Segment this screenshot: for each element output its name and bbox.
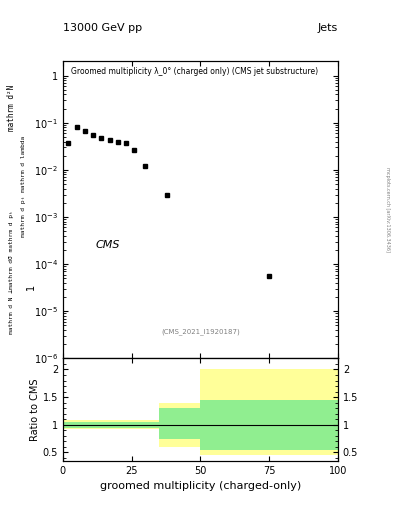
Text: 1: 1: [26, 284, 37, 290]
Y-axis label: Ratio to CMS: Ratio to CMS: [30, 378, 40, 441]
Text: mathrm d pₜ mathrm d lambda: mathrm d pₜ mathrm d lambda: [21, 136, 26, 237]
Text: Groomed multiplicity λ_0° (charged only) (CMS jet substructure): Groomed multiplicity λ_0° (charged only)…: [71, 68, 318, 76]
X-axis label: groomed multiplicity (charged-only): groomed multiplicity (charged-only): [100, 481, 301, 491]
Text: CMS: CMS: [96, 240, 120, 250]
Text: mathrm d N ⊥mathrm dσ mathrm d pₜ: mathrm d N ⊥mathrm dσ mathrm d pₜ: [9, 210, 14, 334]
Text: 13000 GeV pp: 13000 GeV pp: [63, 23, 142, 33]
Text: (CMS_2021_I1920187): (CMS_2021_I1920187): [161, 329, 240, 335]
Text: Jets: Jets: [318, 23, 338, 33]
Text: mcplots.cern.ch [arXiv:1306.3436]: mcplots.cern.ch [arXiv:1306.3436]: [385, 167, 389, 252]
Text: mathrm d²N: mathrm d²N: [7, 85, 16, 132]
